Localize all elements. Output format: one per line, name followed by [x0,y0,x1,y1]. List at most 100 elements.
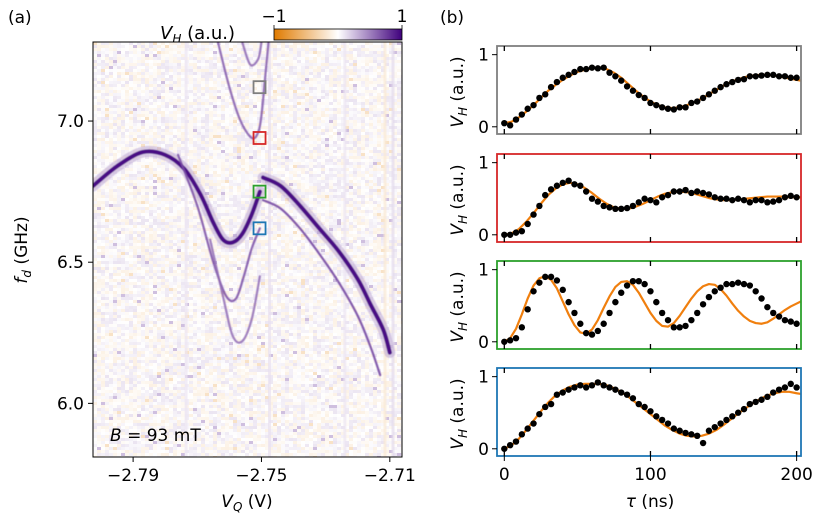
noise-cell [373,180,377,183]
noise-cell [209,177,213,180]
noise-cell [321,111,325,114]
noise-cell [365,183,369,186]
noise-cell [213,192,217,195]
noise-cell [217,189,221,192]
noise-cell [229,78,233,81]
noise-cell [161,186,165,189]
noise-cell [217,141,221,144]
noise-cell [113,225,117,228]
noise-cell [321,186,325,189]
noise-cell [221,81,225,84]
noise-cell [145,183,149,186]
noise-cell [317,159,321,162]
noise-cell [141,213,145,216]
noise-cell [201,126,205,129]
noise-cell [289,225,293,228]
noise-cell [281,132,285,135]
noise-cell [257,183,261,186]
noise-cell [381,117,385,120]
noise-cell [237,138,241,141]
noise-cell [217,186,221,189]
noise-cell [317,153,321,156]
noise-cell [133,177,137,180]
noise-cell [353,183,357,186]
noise-cell [157,93,161,96]
noise-cell [149,219,153,222]
noise-cell [305,60,309,63]
noise-cell [97,210,101,213]
noise-cell [345,135,349,138]
noise-cell [97,120,101,123]
noise-cell [361,120,365,123]
noise-cell [325,138,329,141]
noise-cell [373,69,377,72]
noise-cell [249,156,253,159]
noise-cell [389,171,393,174]
noise-cell [229,162,233,165]
noise-cell [189,225,193,228]
noise-cell [385,189,389,192]
noise-cell [281,141,285,144]
noise-cell [297,147,301,150]
noise-cell [217,213,221,216]
noise-cell [281,66,285,69]
noise-cell [201,108,205,111]
noise-cell [233,144,237,147]
noise-cell [345,51,349,54]
noise-cell [169,219,173,222]
noise-cell [189,42,193,45]
noise-cell [333,207,337,210]
noise-cell [125,150,129,153]
noise-cell [105,150,109,153]
noise-cell [205,168,209,171]
noise-cell [281,168,285,171]
noise-cell [209,96,213,99]
noise-cell [145,45,149,48]
noise-cell [349,168,353,171]
noise-cell [169,186,173,189]
noise-cell [377,111,381,114]
noise-cell [257,48,261,51]
noise-cell [313,210,317,213]
noise-cell [229,228,233,231]
noise-cell [105,189,109,192]
noise-cell [365,135,369,138]
noise-cell [353,198,357,201]
noise-cell [93,63,97,66]
noise-cell [297,132,301,135]
noise-cell [105,84,109,87]
noise-cell [129,123,133,126]
noise-cell [229,126,233,129]
noise-cell [213,81,217,84]
noise-cell [161,225,165,228]
noise-cell [145,228,149,231]
noise-cell [129,72,133,75]
noise-cell [165,177,169,180]
noise-cell [289,87,293,90]
noise-cell [105,111,109,114]
noise-cell [229,102,233,105]
noise-cell [149,138,153,141]
noise-cell [309,120,313,123]
noise-cell [141,63,145,66]
noise-cell [325,165,329,168]
noise-cell [133,90,137,93]
noise-cell [113,144,117,147]
noise-cell [241,192,245,195]
noise-cell [105,123,109,126]
noise-cell [389,69,393,72]
noise-cell [345,42,349,45]
noise-cell [169,117,173,120]
noise-cell [229,165,233,168]
noise-cell [101,132,105,135]
noise-cell [233,192,237,195]
noise-cell [333,114,337,117]
noise-cell [209,105,213,108]
noise-cell [321,108,325,111]
noise-cell [93,219,97,222]
noise-cell [345,117,349,120]
noise-cell [101,96,105,99]
noise-cell [313,195,317,198]
noise-cell [369,90,373,93]
noise-cell [149,210,153,213]
